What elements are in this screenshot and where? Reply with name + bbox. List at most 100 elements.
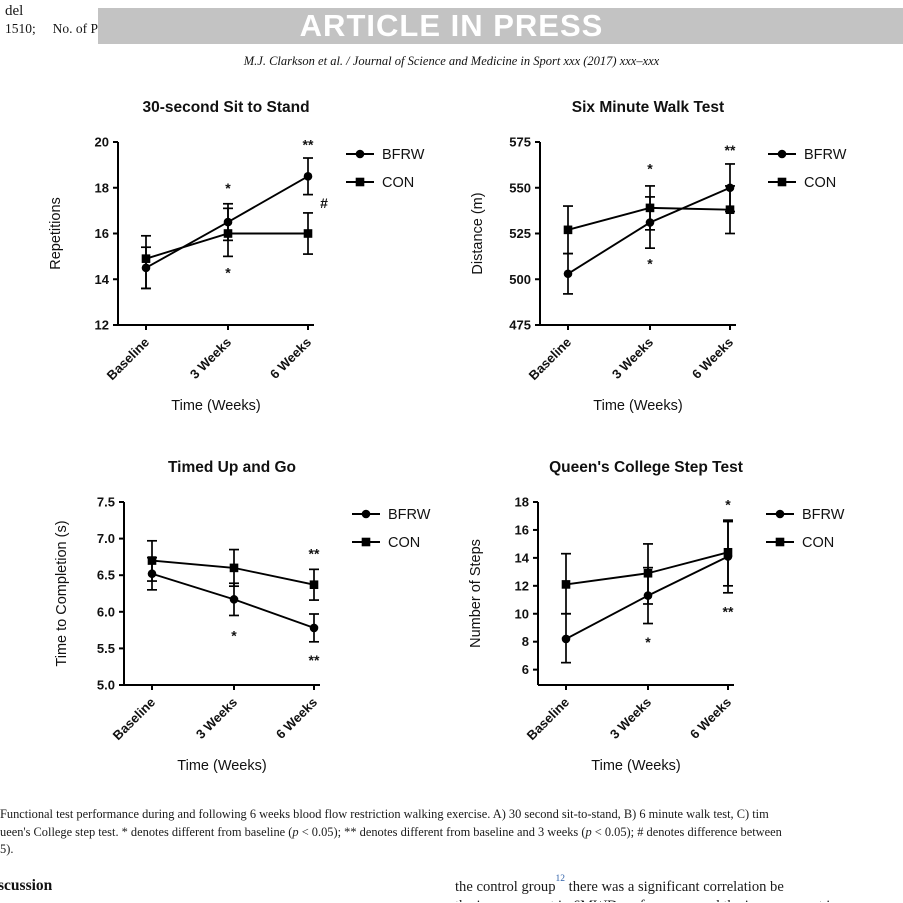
legend: BFRW CON <box>352 507 431 551</box>
svg-text:12: 12 <box>95 318 109 333</box>
svg-text:3 Weeks: 3 Weeks <box>193 695 240 742</box>
svg-text:**: ** <box>309 652 320 668</box>
svg-text:16: 16 <box>95 226 109 241</box>
data-point-BFRW <box>561 634 571 644</box>
svg-text:Time (Weeks): Time (Weeks) <box>171 398 260 414</box>
svg-text:7.0: 7.0 <box>97 531 115 546</box>
svg-text:6: 6 <box>522 662 529 677</box>
caption-text: < 0.05); ** denotes different from basel… <box>298 824 586 839</box>
svg-text:3 Weeks: 3 Weeks <box>607 695 654 742</box>
figure-caption-line2: ueen's College step test. * denotes diff… <box>0 824 903 842</box>
svg-text:*: * <box>647 256 653 272</box>
svg-text:7.5: 7.5 <box>97 495 115 510</box>
series-CON <box>561 519 733 615</box>
svg-text:Timed Up and Go: Timed Up and Go <box>168 459 296 476</box>
svg-text:475: 475 <box>509 318 531 333</box>
svg-text:16: 16 <box>515 522 529 537</box>
data-point-CON <box>563 225 573 235</box>
svg-text:550: 550 <box>509 180 531 195</box>
chart-six-minute-walk: Six Minute Walk Test 475 500 525 550 575 Dista… <box>428 92 903 448</box>
svg-text:6.5: 6.5 <box>97 568 115 583</box>
svg-text:**: ** <box>303 136 314 152</box>
svg-text:Baseline: Baseline <box>524 695 572 743</box>
svg-text:BFRW: BFRW <box>382 147 425 163</box>
svg-text:500: 500 <box>509 272 531 287</box>
article-in-press-text: ARTICLE IN PRESS <box>299 8 604 43</box>
svg-text:Baseline: Baseline <box>110 695 158 743</box>
svg-text:525: 525 <box>509 226 531 241</box>
y-axis <box>533 501 539 685</box>
chart-timed-up-and-go: Timed Up and Go 5.0 5.5 6.0 6.5 7.0 7.5 Time to… <box>28 452 503 808</box>
body-text-clipped-line: the improvement in 6MWD performance and … <box>455 897 903 902</box>
x-axis <box>540 324 736 330</box>
svg-text:Time to Completion (s): Time to Completion (s) <box>54 520 70 666</box>
figure-caption-line1: Functional test performance during and f… <box>0 807 769 821</box>
body-text-right-column: the control group12 there was a signific… <box>455 874 903 902</box>
svg-text:**: ** <box>725 142 736 158</box>
chart-svg: Queen's College Step Test 6 8 10 12 14 16 18 Num… <box>468 459 845 774</box>
series-BFRW <box>563 163 735 295</box>
svg-text:**: ** <box>723 603 734 619</box>
legend-marker-circle <box>355 149 365 159</box>
caption-text: ueen's College step test. * denotes diff… <box>0 824 293 839</box>
svg-text:6 Weeks: 6 Weeks <box>267 335 314 382</box>
svg-text:#: # <box>320 195 328 211</box>
svg-text:Six Minute Walk Test: Six Minute Walk Test <box>572 99 724 116</box>
data-point-CON <box>309 580 319 590</box>
svg-text:18: 18 <box>95 180 109 195</box>
svg-text:20: 20 <box>95 135 109 150</box>
x-axis <box>538 684 734 690</box>
chart-svg: Six Minute Walk Test 475 500 525 550 575 Dista… <box>470 99 847 414</box>
body-text-line: the control group12 there was a signific… <box>455 874 903 897</box>
svg-text:CON: CON <box>388 535 420 551</box>
svg-text:6.0: 6.0 <box>97 604 115 619</box>
legend-marker-square <box>777 177 787 187</box>
caption-italic-p: p <box>292 824 299 839</box>
data-point-CON <box>303 229 313 238</box>
svg-text:8: 8 <box>522 634 529 649</box>
series-CON <box>141 207 313 290</box>
legend-marker-circle <box>777 149 787 159</box>
svg-text:*: * <box>225 265 231 281</box>
data-point-CON <box>229 563 239 573</box>
y-axis <box>113 141 119 326</box>
masthead-line1: del <box>5 3 24 19</box>
data-point-CON <box>141 254 151 263</box>
svg-text:BFRW: BFRW <box>804 147 847 163</box>
chart-svg: Timed Up and Go 5.0 5.5 6.0 6.5 7.0 7.5 Time to… <box>54 459 431 774</box>
svg-text:6 Weeks: 6 Weeks <box>689 335 736 382</box>
svg-text:Time (Weeks): Time (Weeks) <box>591 758 680 774</box>
svg-text:30-second Sit to Stand: 30-second Sit to Stand <box>142 99 309 116</box>
legend-marker-square <box>361 537 371 547</box>
svg-text:3 Weeks: 3 Weeks <box>609 335 656 382</box>
citation-ref-12[interactable]: 12 <box>555 874 566 884</box>
data-point-CON <box>643 568 653 578</box>
x-axis <box>124 684 320 690</box>
legend-marker-square <box>775 537 785 547</box>
svg-text:Distance (m): Distance (m) <box>470 192 486 274</box>
journal-citation: M.J. Clarkson et al. / Journal of Scienc… <box>243 54 660 68</box>
caption-text: < 0.05); # denotes difference between <box>591 824 782 839</box>
data-point-BFRW <box>303 172 313 181</box>
x-axis <box>118 324 314 330</box>
data-point-CON <box>561 580 571 589</box>
legend-marker-circle <box>775 509 785 519</box>
svg-text:Baseline: Baseline <box>526 335 574 383</box>
svg-text:*: * <box>225 180 231 196</box>
svg-text:CON: CON <box>382 175 414 191</box>
series-CON <box>147 539 319 601</box>
chart-sit-to-stand: 30-second Sit to Stand 12 14 16 18 20 Repetiti… <box>28 92 503 448</box>
y-axis <box>119 501 125 686</box>
svg-text:*: * <box>645 634 651 650</box>
legend: BFRW CON <box>346 147 425 191</box>
svg-text:3 Weeks: 3 Weeks <box>187 335 234 382</box>
svg-text:CON: CON <box>804 175 836 191</box>
data-point-CON <box>725 205 735 215</box>
significance-annotations: ***** <box>231 546 320 668</box>
svg-text:6 Weeks: 6 Weeks <box>273 695 320 742</box>
svg-text:Number of Steps: Number of Steps <box>468 539 484 648</box>
svg-text:Queen's College Step Test: Queen's College Step Test <box>549 459 743 476</box>
svg-text:Repetitions: Repetitions <box>48 197 64 270</box>
svg-text:Baseline: Baseline <box>104 335 152 383</box>
